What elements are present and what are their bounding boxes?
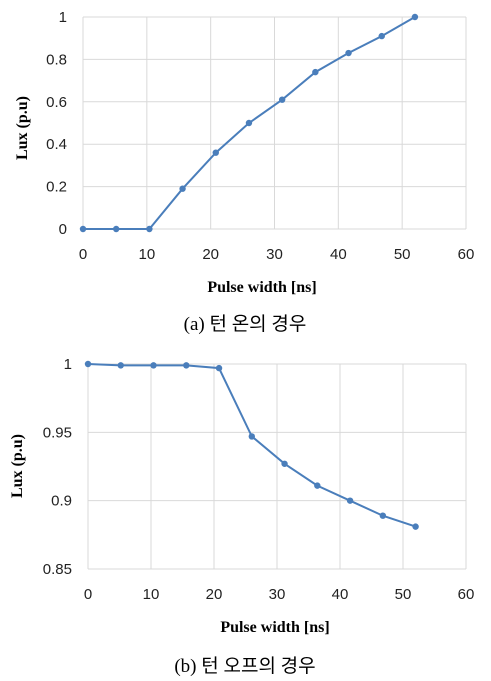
y-tick-label: 0.85 [43, 561, 72, 578]
x-tick-label: 40 [330, 246, 347, 263]
data-point [179, 185, 186, 192]
data-point [212, 149, 219, 156]
x-tick-label: 10 [138, 246, 155, 263]
chart-turn-on: 0 10 20 30 40 50 60 0 0.2 0.4 0.6 0.8 1 Pulse width… [14, 9, 474, 335]
data-point [314, 482, 321, 489]
data-point [312, 68, 319, 76]
data-point [79, 225, 87, 233]
y-tick-label: 0.6 [46, 94, 67, 111]
x-tick-label: 50 [395, 586, 412, 603]
y-tick-label: 0.8 [46, 51, 67, 68]
x-tick-label: 40 [332, 586, 349, 603]
data-point [245, 119, 253, 127]
x-tick-label: 30 [269, 586, 286, 603]
y-axis-title: Lux (p.u) [9, 434, 26, 498]
data-point [117, 362, 124, 369]
data-point [112, 225, 120, 233]
data-point [150, 362, 157, 369]
x-tick-label: 60 [458, 246, 475, 263]
y-axis-title: Lux (p.u) [14, 96, 31, 160]
x-tick-label: 30 [266, 246, 283, 263]
data-point [379, 512, 387, 519]
series-line [87, 363, 416, 528]
data-point [248, 433, 255, 440]
data-point [345, 49, 352, 57]
data-point [183, 362, 190, 369]
y-tick-label: 0.9 [51, 493, 72, 510]
x-tick-label: 20 [202, 246, 219, 263]
y-tick-label: 1 [59, 9, 67, 26]
chart-caption: (b) 턴 오프의 경우 [174, 655, 315, 677]
data-point [378, 32, 385, 40]
y-tick-label: 0.95 [43, 424, 72, 441]
x-tick-label: 50 [394, 246, 411, 263]
x-tick-label: 60 [458, 586, 475, 603]
data-point [281, 460, 288, 467]
data-point [278, 96, 286, 103]
x-tick-label: 20 [206, 586, 223, 603]
y-tick-label: 0.4 [46, 136, 67, 153]
data-point [84, 360, 92, 368]
x-axis-title: Pulse width [ns] [207, 279, 316, 296]
data-point [346, 497, 354, 504]
data-point [412, 523, 419, 530]
x-tick-label: 0 [84, 586, 92, 603]
chart-caption: (a) 턴 온의 경우 [184, 313, 307, 335]
y-tick-label: 1 [64, 356, 72, 373]
data-point [215, 364, 223, 372]
data-point [411, 13, 419, 21]
chart-turn-off: 0 10 20 30 40 50 60 0.85 0.9 0.95 1 Pulse width [… [9, 356, 474, 677]
data-point [146, 225, 153, 233]
y-tick-label: 0.2 [46, 179, 67, 196]
x-tick-label: 10 [143, 586, 160, 603]
y-tick-label: 0 [59, 221, 67, 238]
x-axis-title: Pulse width [ns] [220, 619, 329, 636]
x-tick-label: 0 [79, 246, 87, 263]
